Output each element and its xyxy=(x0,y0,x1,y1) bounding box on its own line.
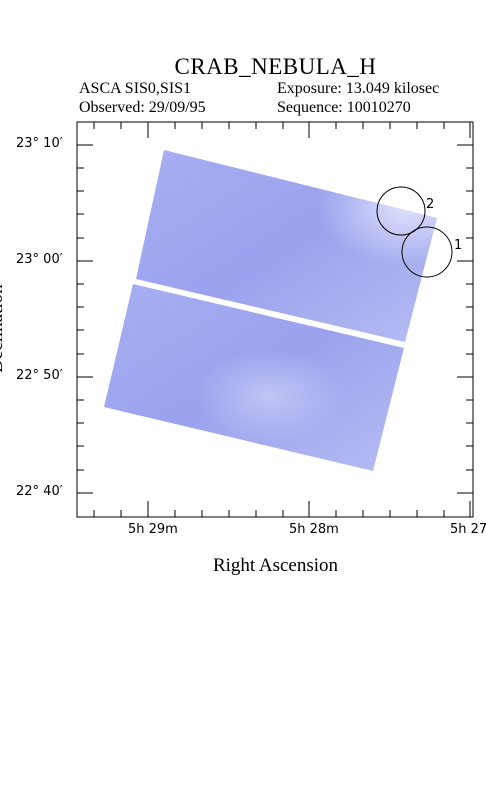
upper-chip-highlight xyxy=(136,150,437,342)
y-tick-label: 22° 40′ xyxy=(16,484,63,499)
exposure-label: Exposure: 13.049 kilosec xyxy=(277,80,440,97)
x-tick-label: 5h 28m xyxy=(289,522,339,537)
plot-title: CRAB_NEBULA_H xyxy=(174,54,377,79)
x-tick-label: 5h 29m xyxy=(128,522,178,537)
lower-chip-highlight xyxy=(104,284,404,471)
x-tick-label: 5h 27m xyxy=(450,522,486,537)
plot-frame xyxy=(76,121,474,518)
source-circle-2 xyxy=(376,186,426,236)
y-tick-marks xyxy=(77,144,473,494)
y-tick-label: 22° 50′ xyxy=(16,368,63,383)
source-label-1: 1 xyxy=(454,238,463,253)
sequence-label: Sequence: 10010270 xyxy=(277,99,411,116)
observed-label: Observed: 29/09/95 xyxy=(79,99,206,116)
x-axis-label: Right Ascension xyxy=(212,555,339,576)
y-axis-label: Declination xyxy=(0,284,7,373)
source-label-2: 2 xyxy=(426,197,435,212)
y-tick-label: 23° 00′ xyxy=(16,252,63,267)
instrument-label: ASCA SIS0,SIS1 xyxy=(79,80,192,97)
y-tick-label: 23° 10′ xyxy=(16,136,63,151)
x-tick-marks xyxy=(93,122,471,517)
source-circle-1 xyxy=(401,226,453,278)
